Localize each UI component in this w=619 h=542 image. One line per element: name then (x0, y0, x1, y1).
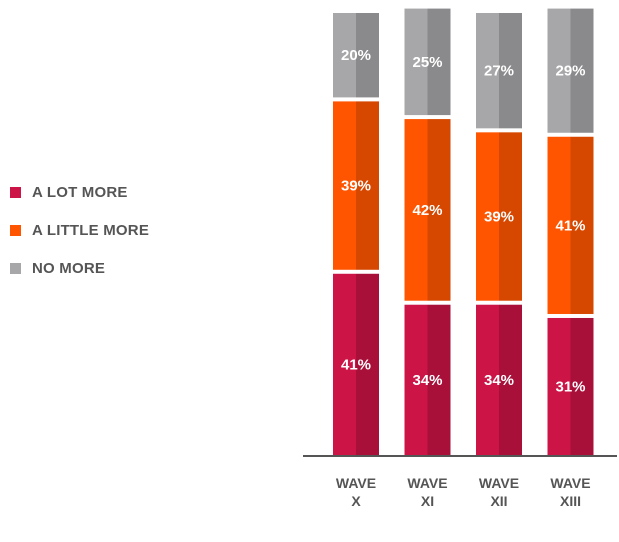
category-label-4-2: XIII (560, 493, 581, 509)
category-label-3-1: WAVE (479, 475, 519, 491)
bar-segment-shade-1-3 (499, 304, 522, 455)
category-label-2-1: WAVE (407, 475, 447, 491)
bar-segment-shade-1-2 (427, 304, 451, 455)
data-label-1-3: 34% (484, 372, 514, 389)
bar-segment-2-1 (333, 101, 356, 270)
data-label-3-1: 20% (341, 47, 371, 64)
data-label-1-4: 31% (555, 378, 585, 395)
legend-item-no-more: NO MORE (10, 256, 149, 280)
data-label-2-2: 42% (412, 202, 442, 219)
data-label-3-2: 25% (412, 54, 442, 71)
bar-segment-shade-2-4 (570, 136, 594, 314)
bar-segment-shade-2-3 (499, 132, 522, 301)
bar-segment-shade-1-4 (570, 317, 594, 455)
bar-segment-3-3 (476, 13, 499, 129)
bar-segment-1-4 (547, 317, 571, 455)
legend-label-a-lot-more: A LOT MORE (32, 183, 128, 201)
data-label-3-4: 29% (555, 63, 585, 80)
category-label-4-1: WAVE (550, 475, 590, 491)
category-label-3-2: XII (490, 493, 507, 509)
bar-segment-shade-3-3 (499, 13, 522, 129)
category-label-1-1: WAVE (336, 475, 376, 491)
bar-segment-3-2 (404, 8, 428, 116)
legend: A LOT MORE A LITTLE MORE NO MORE (10, 180, 149, 294)
data-label-2-3: 39% (484, 209, 514, 226)
bar-segment-2-4 (547, 136, 571, 314)
legend-label-no-more: NO MORE (32, 259, 106, 277)
bars-layer: 41% 39% 20% 34% 42% 25% 34% 39% 27% 31% 41% 29% (333, 8, 594, 455)
bar-segment-2-3 (476, 132, 499, 301)
legend-item-a-lot-more: A LOT MORE (10, 180, 149, 204)
category-labels: WAVE X WAVE XI WAVE XII WAVE XIII (336, 475, 591, 509)
bar-segment-shade-2-1 (356, 101, 379, 270)
data-label-1-1: 41% (341, 356, 371, 373)
bar-segment-shade-1-1 (356, 273, 379, 455)
bar-segment-shade-2-2 (427, 119, 451, 301)
legend-item-a-little-more: A LITTLE MORE (10, 218, 149, 242)
data-label-2-1: 39% (341, 178, 371, 195)
bar-segment-1-1 (333, 273, 356, 455)
data-label-1-2: 34% (412, 372, 442, 389)
data-label-2-4: 41% (555, 217, 585, 234)
data-label-3-3: 27% (484, 63, 514, 80)
legend-label-a-little-more: A LITTLE MORE (32, 221, 150, 239)
bar-segment-1-2 (404, 304, 428, 455)
bar-segment-3-1 (333, 13, 356, 98)
legend-swatch-a-lot-more (10, 186, 21, 198)
legend-swatch-a-little-more (10, 224, 21, 236)
bar-segment-shade-3-4 (570, 8, 594, 133)
bar-segment-shade-3-2 (427, 8, 451, 116)
bar-segment-1-3 (476, 304, 499, 455)
category-label-1-2: X (351, 493, 361, 509)
category-label-2-2: XI (421, 493, 434, 509)
bar-segment-2-2 (404, 119, 428, 301)
legend-swatch-no-more (10, 262, 21, 274)
bar-segment-3-4 (547, 8, 571, 133)
bar-segment-shade-3-1 (356, 13, 379, 98)
